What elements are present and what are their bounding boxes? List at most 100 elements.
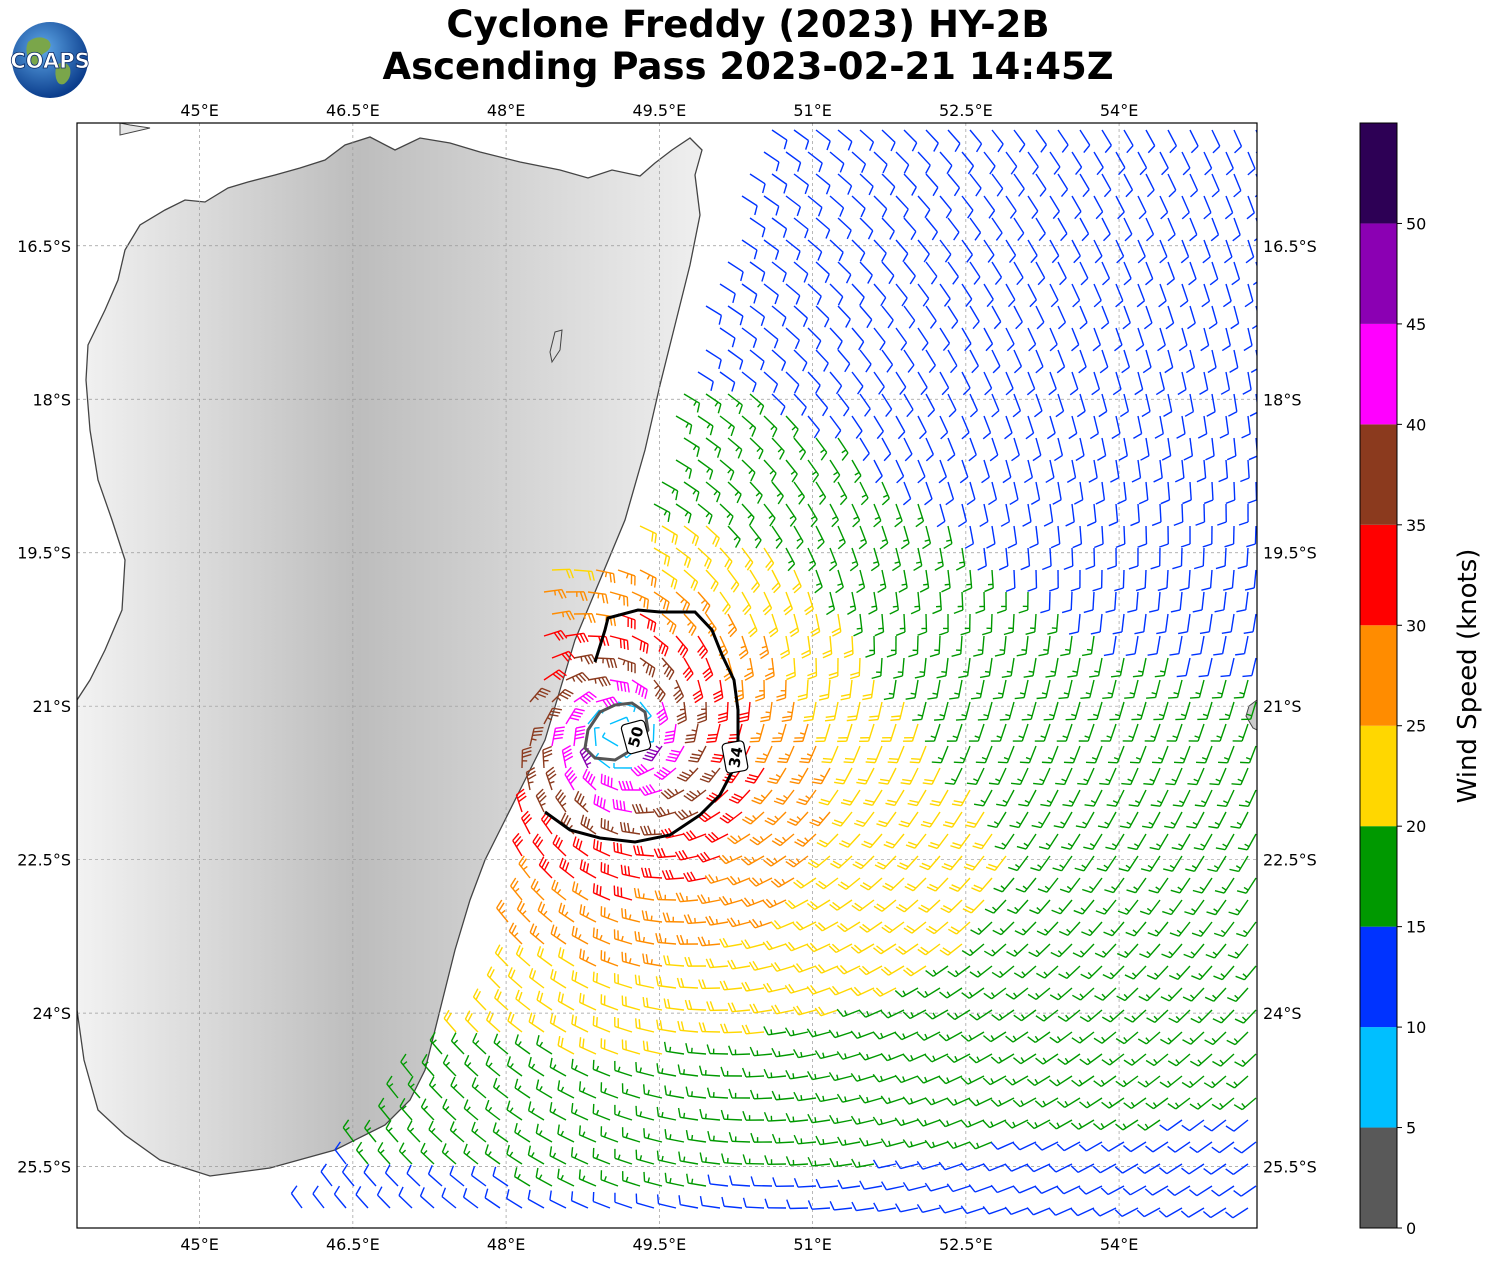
wind-barb <box>851 503 861 528</box>
wind-barb <box>728 1088 751 1099</box>
contour-34kt: 34 <box>544 608 749 844</box>
wind-barb <box>1101 217 1111 242</box>
wind-barb <box>981 459 990 484</box>
wind-barb <box>618 780 641 791</box>
wind-barb <box>1211 1185 1235 1197</box>
wind-barb <box>704 831 729 843</box>
wind-barb <box>1114 327 1123 352</box>
wind-barb <box>925 305 937 329</box>
wind-barb <box>634 1018 655 1033</box>
wind-barb <box>1132 657 1147 678</box>
wind-barb <box>1036 921 1059 936</box>
wind-barb <box>1230 811 1249 829</box>
wind-barb <box>515 945 531 967</box>
wind-barb <box>664 1172 685 1187</box>
wind-barb <box>793 305 808 328</box>
wind-barb <box>760 701 773 723</box>
wind-barb <box>835 569 844 594</box>
wind-barb <box>1003 613 1015 636</box>
wind-barb <box>1234 1053 1257 1067</box>
lon-tick-label: 49.5°E <box>632 1235 686 1254</box>
wind-barb <box>683 871 707 883</box>
colorbar-frame <box>1359 122 1398 1229</box>
wind-barb <box>600 950 619 967</box>
wind-barb <box>1153 701 1169 721</box>
wind-barb <box>762 982 787 993</box>
wind-barb <box>1226 987 1249 1003</box>
wind-barb <box>1128 789 1147 807</box>
wind-barb <box>806 984 831 995</box>
wind-barb <box>1072 943 1095 958</box>
wind-barb <box>1103 921 1125 937</box>
wind-barb <box>635 1193 655 1209</box>
wind-barb <box>990 1053 1015 1064</box>
wind-barb <box>763 371 779 393</box>
wind-barb <box>881 723 897 742</box>
wind-barb <box>936 657 949 679</box>
lat-tick-label: 24°S <box>1263 1004 1302 1023</box>
colorbar-swatch <box>1360 1027 1397 1128</box>
wind-barb <box>938 459 947 484</box>
wind-barb <box>939 151 953 175</box>
wind-barb <box>990 1184 1015 1194</box>
wind-barb <box>815 437 828 461</box>
wind-barb <box>1071 239 1081 264</box>
wind-barb <box>663 955 685 967</box>
wind-barb <box>1095 481 1106 505</box>
wind-barb <box>838 833 861 848</box>
wind-barb <box>1036 965 1059 979</box>
wind-barb <box>565 632 589 644</box>
wind-barb <box>1022 503 1032 527</box>
wind-barb <box>969 261 981 285</box>
wind-barb <box>485 1010 501 1033</box>
wind-barb <box>749 217 766 238</box>
wind-barb <box>1096 855 1117 872</box>
wind-barb <box>882 877 905 891</box>
wind-barb <box>903 437 913 462</box>
title-line-1: Cyclone Freddy (2023) HY-2B <box>446 3 1050 46</box>
wind-barb <box>834 767 853 785</box>
wind-barb <box>652 806 677 818</box>
wind-barb <box>1004 415 1013 440</box>
wind-barb <box>916 987 941 999</box>
wind-barb <box>528 1012 545 1033</box>
lat-tick-label: 24°S <box>32 1004 71 1023</box>
wind-barb <box>925 965 949 977</box>
wind-barb <box>1167 129 1178 154</box>
wind-barb <box>934 701 949 721</box>
wind-barb <box>815 481 827 506</box>
wind-barb <box>542 745 553 769</box>
wind-barb <box>677 1107 699 1121</box>
wind-barb <box>1089 657 1103 678</box>
wind-barb <box>592 927 611 945</box>
wind-barb <box>891 547 902 572</box>
wind-barb <box>1116 987 1139 1002</box>
wind-barb <box>506 1056 523 1077</box>
wind-barb <box>1235 965 1257 981</box>
wind-barb <box>1163 393 1173 418</box>
wind-barb <box>707 1174 729 1187</box>
wind-barb <box>1183 437 1194 461</box>
wind-barb <box>1093 1031 1117 1044</box>
wind-barb <box>719 283 736 304</box>
wind-barb <box>705 393 722 414</box>
wind-barb <box>1142 349 1152 374</box>
wind-barb <box>873 459 883 484</box>
wind-barb <box>1179 569 1191 592</box>
wind-barb <box>806 899 831 911</box>
wind-barb <box>1206 899 1227 916</box>
wind-barb <box>894 1203 919 1213</box>
wind-barb <box>947 305 959 329</box>
wind-barb <box>815 1092 839 1103</box>
wind-barb <box>742 1110 765 1121</box>
wind-barb <box>969 217 982 241</box>
wind-barb <box>852 855 875 870</box>
wind-barb <box>1071 283 1081 308</box>
wind-barb <box>1233 679 1249 699</box>
wind-barb <box>536 946 553 967</box>
wind-barb <box>917 239 930 263</box>
wind-barb <box>639 525 657 544</box>
wind-barb <box>378 1097 391 1121</box>
wind-barb <box>1220 371 1231 395</box>
wind-barb <box>1146 1009 1169 1023</box>
